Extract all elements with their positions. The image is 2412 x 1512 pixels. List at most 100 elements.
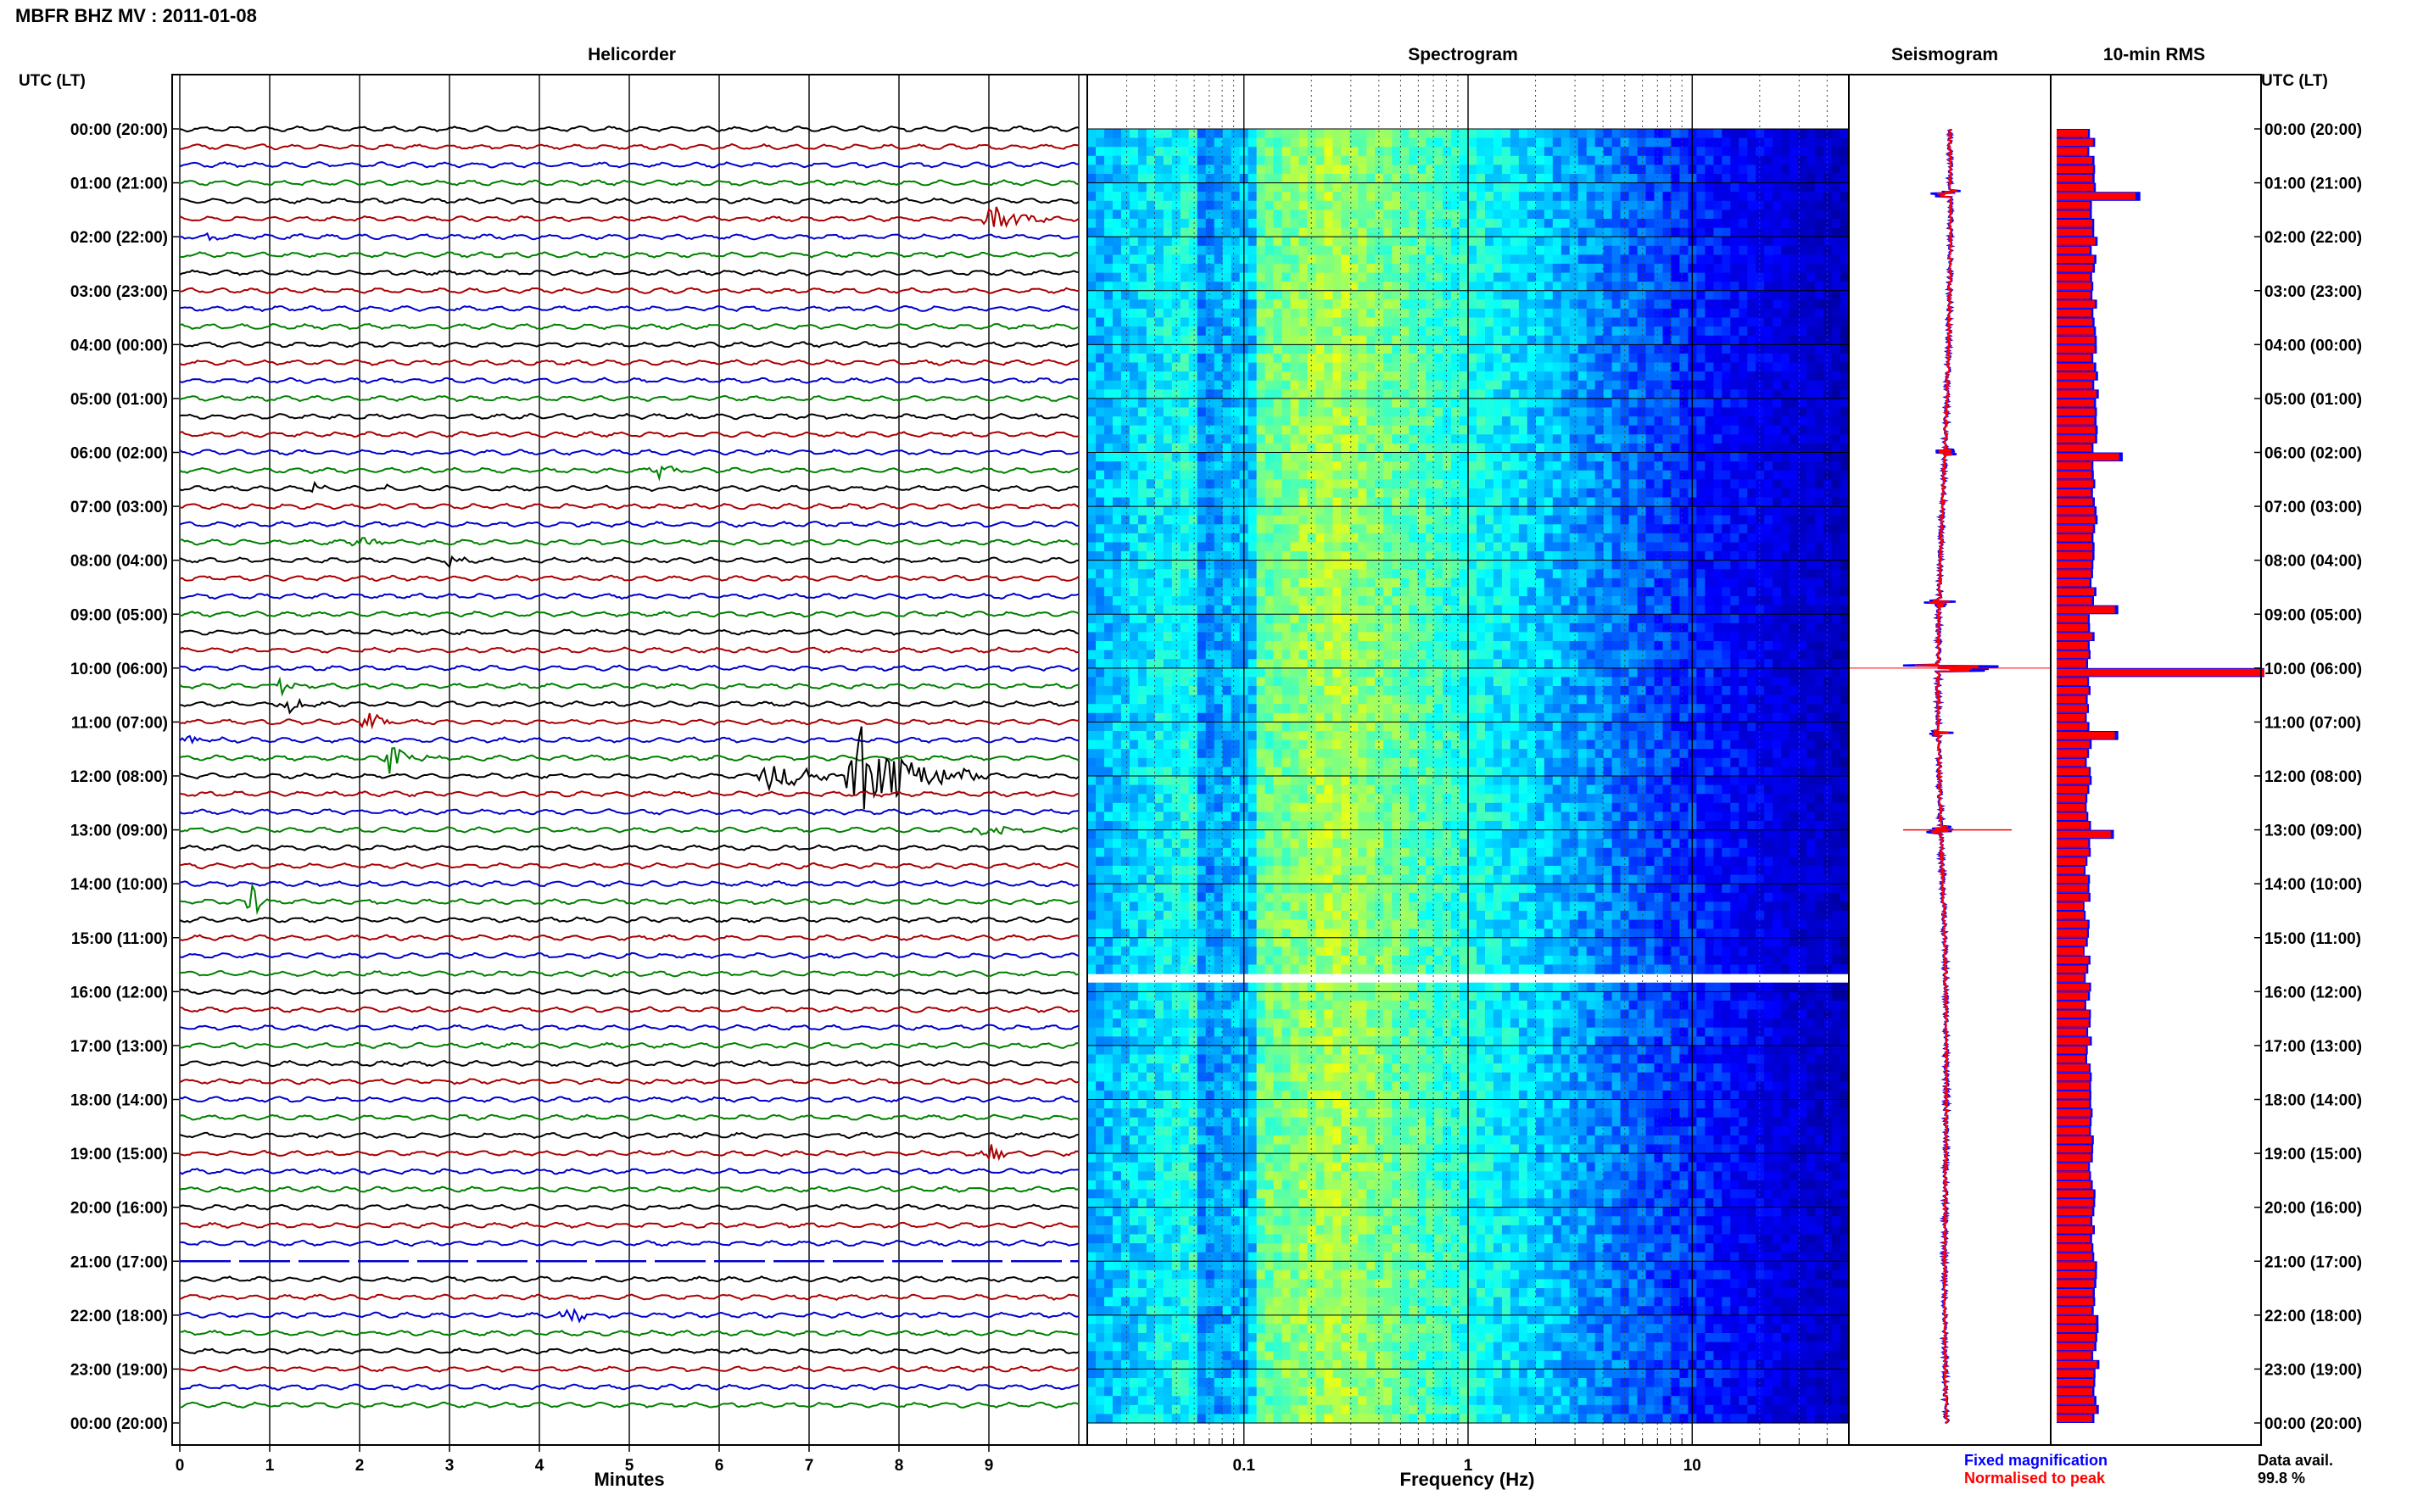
spectrogram-cell (1104, 623, 1114, 633)
spectrogram-cell (1282, 461, 1292, 471)
spectrogram-cell (1181, 426, 1190, 435)
spectrogram-cell (1257, 659, 1266, 668)
spectrogram-cell (1121, 632, 1131, 641)
spectrogram-cell (1248, 1180, 1258, 1190)
spectrogram-cell (1324, 1036, 1333, 1046)
spectrogram-cell (1130, 920, 1139, 929)
spectrogram-cell (1341, 884, 1350, 893)
spectrogram-cell (1189, 1198, 1198, 1208)
spectrogram-cell (1155, 524, 1164, 533)
spectrogram-cell (1248, 1235, 1258, 1244)
spectrogram-cell (1231, 1208, 1241, 1217)
spectrogram-cell (1341, 641, 1350, 650)
spectrogram-cell (1298, 371, 1308, 381)
spectrogram-cell (1198, 1270, 1207, 1280)
spectrogram-cell (1291, 875, 1300, 884)
spectrogram-cell (1113, 1243, 1122, 1253)
spectrogram-cell (1231, 920, 1241, 929)
spectrogram-cell (1104, 1324, 1114, 1333)
spectrogram-cell (1341, 758, 1350, 767)
spectrogram-cell (1130, 299, 1139, 309)
spectrogram-cell (1265, 785, 1275, 795)
spectrogram-cell (1291, 1126, 1300, 1135)
spectrogram-cell (1332, 1315, 1342, 1325)
spectrogram-cell (1198, 713, 1207, 723)
spectrogram-cell (1096, 192, 1105, 201)
spectrogram-cell (1358, 524, 1367, 533)
spectrogram-cell (1332, 875, 1342, 884)
spectrogram-cell (1181, 893, 1190, 902)
spectrogram-cell (1206, 506, 1215, 516)
spectrogram-cell (1096, 533, 1105, 543)
spectrogram-cell (1189, 901, 1198, 911)
spectrogram-cell (1332, 1145, 1342, 1154)
spectrogram-cell (1104, 758, 1114, 767)
spectrogram-cell (1298, 228, 1308, 237)
spectrogram-cell (1274, 731, 1283, 740)
spectrogram-cell (1257, 1018, 1266, 1028)
spectrogram-cell (1231, 219, 1241, 228)
spectrogram-cell (1096, 695, 1105, 705)
spectrogram-cell (1147, 1010, 1156, 1019)
spectrogram-cell (1298, 1235, 1308, 1244)
spectrogram-cell (1265, 1288, 1275, 1297)
spectrogram-cell (1324, 129, 1333, 138)
spectrogram-cell (1298, 1126, 1308, 1135)
spectrogram-cell (1087, 848, 1097, 857)
spectrogram-cell (1257, 946, 1266, 956)
spectrogram-cell (1341, 1261, 1350, 1270)
spectrogram-cell (1341, 1135, 1350, 1145)
spectrogram-cell (1087, 209, 1097, 219)
spectrogram-cell (1298, 183, 1308, 192)
spectrogram-cell (1130, 426, 1139, 435)
spectrogram-cell (1274, 1351, 1283, 1360)
spectrogram-cell (1138, 938, 1147, 947)
spectrogram-cell (1121, 821, 1131, 830)
spectrogram-cell (1324, 444, 1333, 453)
spectrogram-cell (1265, 1153, 1275, 1163)
spectrogram-cell (1096, 165, 1105, 174)
spectrogram-cell (1198, 291, 1207, 300)
spectrogram-cell (1155, 1360, 1164, 1370)
spectrogram-cell (1096, 1081, 1105, 1091)
spectrogram-cell (1121, 326, 1131, 336)
spectrogram-cell (1257, 326, 1266, 336)
spectrogram-cell (1358, 749, 1367, 758)
spectrogram-cell (1130, 1153, 1139, 1163)
spectrogram-cell (1366, 381, 1376, 390)
spectrogram-cell (1104, 856, 1114, 866)
spectrogram-cell (1121, 767, 1131, 776)
spectrogram-cell (1315, 1063, 1325, 1073)
spectrogram-cell (1231, 650, 1241, 660)
spectrogram-cell (1366, 956, 1376, 965)
spectrogram-cell (1155, 1153, 1164, 1163)
spectrogram-cell (1274, 381, 1283, 390)
spectrogram-cell (1315, 731, 1325, 740)
spectrogram-cell (1257, 929, 1266, 938)
spectrogram-cell (1291, 1324, 1300, 1333)
spectrogram-cell (1087, 183, 1097, 192)
spectrogram-cell (1265, 1235, 1275, 1244)
spectrogram-cell (1198, 569, 1207, 578)
spectrogram-cell (1164, 884, 1173, 893)
spectrogram-cell (1291, 138, 1300, 148)
spectrogram-cell (1147, 237, 1156, 246)
spectrogram-cell (1332, 713, 1342, 723)
spectrogram-cell (1265, 866, 1275, 875)
spectrogram-cell (1274, 1073, 1283, 1082)
spectrogram-cell (1341, 677, 1350, 686)
spectrogram-cell (1315, 192, 1325, 201)
spectrogram-cell (1121, 1297, 1131, 1307)
spectrogram-cell (1358, 991, 1367, 1001)
spectrogram-cell (1147, 1225, 1156, 1235)
spectrogram-cell (1291, 273, 1300, 282)
spectrogram-cell (1104, 1018, 1114, 1028)
spectrogram-cell (1223, 794, 1232, 803)
spectrogram-cell (1231, 471, 1241, 480)
spectrogram-cell (1291, 551, 1300, 561)
spectrogram-cell (1274, 812, 1283, 821)
spectrogram-cell (1189, 1171, 1198, 1180)
spectrogram-cell (1315, 1360, 1325, 1370)
spectrogram-cell (1104, 605, 1114, 615)
spectrogram-cell (1231, 1091, 1241, 1100)
